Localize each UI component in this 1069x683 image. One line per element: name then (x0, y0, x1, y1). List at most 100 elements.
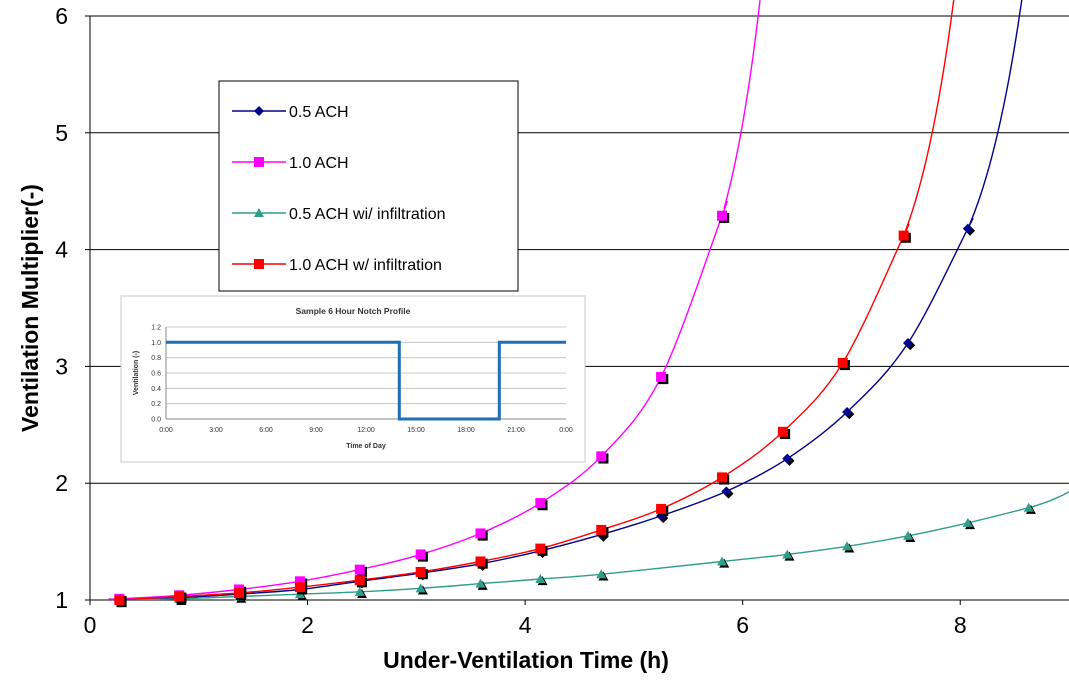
legend-marker-2 (254, 208, 264, 217)
marker-shape (535, 573, 546, 583)
marker-shape (716, 556, 727, 566)
marker-shape (596, 451, 607, 462)
data-point-s1-9 (656, 371, 669, 385)
inset-x-tick-label: 6:00 (259, 427, 273, 434)
y-tick-label: 2 (55, 470, 68, 496)
data-point-s1-8 (596, 451, 609, 464)
inset-x-tick-label: 15:00 (407, 427, 425, 434)
data-point-s3-12 (837, 357, 850, 371)
data-point-s2-12 (903, 530, 916, 542)
data-point-s3-9 (656, 503, 669, 517)
inset-y-tick-label: 1.0 (151, 340, 161, 347)
marker-shape (782, 549, 793, 559)
inset-frame (120, 295, 586, 463)
marker-shape (294, 582, 305, 593)
inset-y-tick-label: 0.4 (151, 386, 161, 393)
x-axis-title: Under-Ventilation Time (h) (383, 647, 669, 673)
data-point-s0-14 (962, 223, 976, 236)
inset-chart: Sample 6 Hour Notch Profile 0.0 0.2 0.4 0.6 0… (120, 295, 586, 463)
legend-label-2: 0.5 ACH wi/ infiltration (289, 206, 446, 223)
inset-x-tick-label: 0:00 (559, 427, 573, 434)
data-point-s3-4 (354, 575, 367, 588)
marker-shape (716, 210, 727, 221)
tick-labels: 1 2 3 4 5 6 0 2 4 6 8 (55, 3, 966, 638)
legend-label-1: 1.0 ACH (289, 155, 349, 172)
data-point-s0-13 (903, 338, 916, 351)
data-point-s2-13 (962, 517, 976, 530)
data-point-s3-11 (777, 426, 791, 440)
marker-shape (596, 524, 607, 535)
y-axis-title: Ventilation Multiplier(-) (17, 184, 43, 432)
marker-shape (535, 543, 546, 554)
marker-shape (596, 569, 607, 579)
marker-shape (777, 426, 788, 437)
marker-shape (535, 498, 546, 509)
legend: 0.5 ACH 1.0 ACH 0.5 ACH wi/ infiltration 1.… (218, 80, 519, 292)
marker-shape (254, 157, 264, 167)
marker-shape (1023, 502, 1034, 512)
series-line-2 (108, 491, 1069, 600)
inset-x-tick-label: 3:00 (209, 427, 223, 434)
series-line-3 (108, 0, 955, 600)
marker-shape (962, 517, 973, 527)
data-point-s1-4 (354, 564, 367, 577)
marker-shape (716, 472, 727, 483)
marker-shape (174, 591, 185, 602)
y-tick-label: 3 (55, 353, 68, 379)
x-tick-label: 2 (301, 612, 314, 638)
inset-x-tick-label: 9:00 (309, 427, 323, 434)
inset-profile-line (166, 340, 566, 421)
marker-shape (842, 406, 853, 417)
data-point-s3-2 (234, 587, 247, 601)
marker-shape (415, 583, 426, 593)
data-point-s2-10 (782, 549, 795, 561)
marker-shape (114, 595, 125, 605)
marker-shape (898, 230, 909, 241)
marker-shape (656, 503, 667, 514)
inset-y-tick-label: 1.2 (151, 325, 161, 332)
legend-box (218, 80, 519, 292)
y-tick-label: 4 (55, 237, 68, 263)
data-point-s3-0 (114, 595, 127, 608)
marker-shape (721, 486, 732, 497)
marker-shape (962, 223, 973, 234)
legend-marker-1 (254, 157, 264, 167)
data-point-s0-10 (721, 486, 734, 499)
data-point-s3-7 (535, 543, 548, 556)
inset-x-tick-label: 21:00 (507, 427, 525, 434)
data-point-s2-8 (596, 569, 609, 581)
inset-x-tick-label: 12:00 (357, 427, 375, 434)
y-tick-label: 1 (55, 587, 68, 613)
legend-label-3: 1.0 ACH w/ infiltration (289, 257, 442, 274)
inset-title: Sample 6 Hour Notch Profile (296, 306, 411, 316)
marker-shape (782, 453, 793, 464)
marker-shape (475, 556, 486, 567)
legend-label-0: 0.5 ACH (289, 104, 349, 121)
marker-shape (415, 566, 426, 577)
data-point-s3-13 (898, 230, 911, 243)
x-tick-label: 8 (954, 612, 967, 638)
data-point-s0-11 (782, 453, 795, 466)
marker-shape (842, 541, 853, 551)
inset-y-tick-label: 0.2 (151, 401, 161, 408)
legend-marker-3 (254, 259, 264, 269)
data-point-s3-10 (716, 472, 730, 485)
marker-shape (903, 530, 914, 540)
marker-shape (837, 357, 848, 368)
marker-shape (234, 587, 245, 598)
data-point-s2-9 (716, 556, 730, 568)
marker-shape (475, 528, 486, 539)
marker-shape (254, 259, 264, 269)
data-point-s2-7 (535, 573, 548, 586)
data-point-s2-4 (354, 586, 367, 599)
x-tick-label: 4 (519, 612, 532, 638)
legend-marker-0 (254, 106, 264, 116)
marker-shape (903, 338, 914, 349)
marker-shape (354, 564, 365, 575)
x-tick-label: 6 (736, 612, 749, 638)
y-tick-label: 6 (55, 3, 68, 29)
marker-shape (475, 578, 486, 588)
marker-shape (354, 575, 365, 586)
inset-y-tick-label: 0.0 (151, 417, 161, 424)
